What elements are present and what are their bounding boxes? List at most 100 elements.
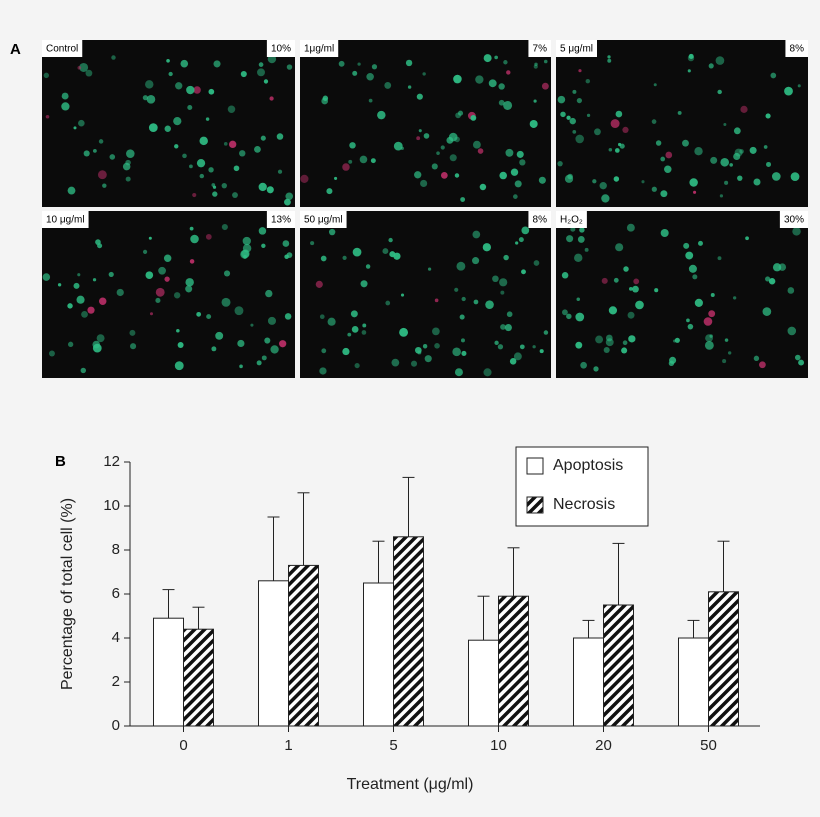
cell (532, 345, 536, 349)
cell (77, 65, 82, 70)
cell (351, 326, 359, 333)
cell (166, 58, 170, 63)
y-tick-label: 2 (112, 673, 120, 690)
cell (710, 292, 715, 297)
cell (145, 80, 154, 89)
cell (286, 252, 293, 258)
cell (192, 192, 197, 198)
tile-label: 5 μg/ml (560, 44, 593, 55)
cell (470, 115, 477, 121)
cell (126, 149, 135, 158)
cell (561, 272, 569, 279)
cell (575, 134, 584, 144)
cell (422, 72, 426, 76)
cell (763, 145, 768, 149)
cell (454, 287, 459, 292)
cell (371, 64, 378, 70)
cell (199, 173, 205, 179)
cell (414, 346, 422, 354)
cell (173, 292, 181, 299)
cell (300, 174, 309, 183)
cell (97, 243, 103, 249)
cell (765, 276, 771, 282)
cell (142, 249, 148, 254)
cell (503, 254, 509, 261)
cell (745, 236, 749, 241)
cell (557, 95, 566, 104)
cell (215, 331, 224, 340)
cell (440, 171, 448, 179)
cell (505, 148, 514, 157)
cell (689, 178, 698, 187)
cell (350, 310, 358, 318)
cell (623, 266, 629, 272)
cell (265, 289, 273, 298)
cell (488, 79, 497, 88)
cell (497, 344, 504, 350)
tile-label-bg (42, 40, 83, 57)
legend-swatch (526, 496, 544, 514)
cell (698, 240, 703, 246)
x-tick-label: 0 (179, 737, 187, 754)
cell (674, 337, 680, 343)
cell (483, 54, 492, 63)
cell (173, 117, 182, 126)
cell (440, 145, 445, 150)
cell (286, 64, 293, 70)
cell (492, 275, 499, 283)
cell (578, 69, 582, 73)
tile-label: Control (46, 44, 78, 55)
cell (223, 142, 228, 146)
cell (719, 194, 724, 198)
cell (655, 140, 662, 146)
cell (250, 323, 254, 327)
legend-swatch (526, 457, 544, 475)
cell (635, 300, 644, 310)
cell (221, 182, 227, 189)
cell (125, 176, 131, 182)
bar (393, 536, 424, 727)
cell (472, 140, 481, 149)
tile-label-bg (556, 211, 587, 228)
cell (319, 367, 327, 375)
cell (360, 280, 368, 288)
cell (705, 334, 713, 343)
bar (468, 639, 499, 727)
cell (533, 260, 540, 266)
cell (694, 298, 703, 307)
micrograph (556, 211, 808, 378)
cell (189, 259, 195, 264)
cell (727, 351, 732, 355)
cell (208, 88, 215, 95)
cell (319, 314, 325, 320)
cell (601, 277, 608, 284)
cell (78, 119, 85, 127)
cell (693, 190, 697, 194)
cell (125, 159, 131, 166)
cell (116, 288, 124, 297)
cell (321, 348, 327, 354)
cell (654, 288, 659, 293)
cell (431, 163, 438, 170)
y-tick-label: 4 (112, 629, 120, 646)
cell (320, 255, 327, 262)
cell (613, 277, 619, 283)
cell (529, 119, 538, 128)
cell (601, 194, 610, 203)
cell (377, 110, 386, 120)
cell (180, 59, 189, 68)
bar (573, 637, 604, 727)
cell (762, 307, 772, 316)
cell (613, 176, 620, 182)
cell (615, 110, 623, 118)
cell (632, 285, 639, 293)
cell (664, 165, 672, 173)
tile-label-bg (300, 211, 347, 228)
cell (579, 227, 585, 233)
cell (516, 150, 524, 158)
cell (352, 247, 362, 257)
cell (189, 226, 194, 231)
cell (267, 316, 276, 325)
tile-label: 50 μg/ml (304, 215, 343, 226)
